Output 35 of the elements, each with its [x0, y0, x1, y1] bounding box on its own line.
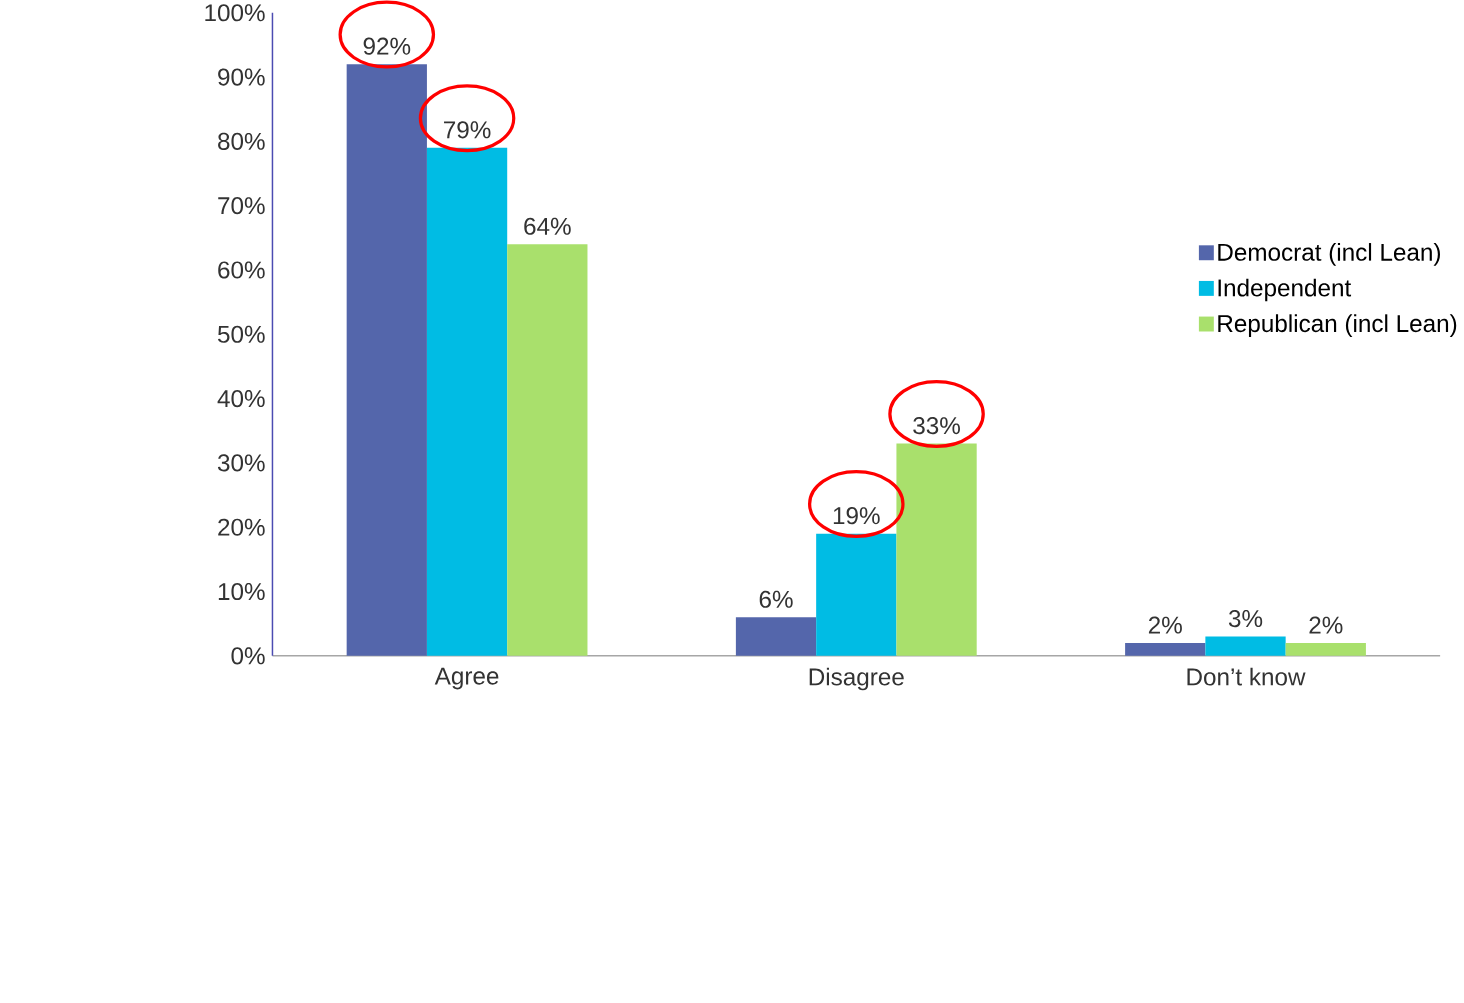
y-tick-label: 80%	[218, 132, 265, 150]
x-tick-label: Disagree	[809, 667, 904, 691]
data-label: 92%	[363, 37, 411, 55]
y-tick-label: 70%	[218, 197, 265, 215]
bar	[346, 64, 427, 656]
bar	[426, 147, 508, 656]
y-tick-label: 100%	[205, 4, 265, 22]
data-label: 2%	[1148, 616, 1182, 634]
data-label: 19%	[833, 507, 880, 525]
legend-label: Democrat (incl Lean)	[1218, 243, 1440, 266]
x-tick-label: Agree	[434, 667, 499, 690]
data-label: 79%	[444, 121, 491, 139]
x-tick-label: Don’t know	[1187, 667, 1306, 686]
y-tick-label: 60%	[218, 261, 265, 279]
bar	[507, 244, 588, 656]
bar	[1205, 636, 1286, 656]
bar	[896, 443, 977, 656]
y-tick-label: 0%	[231, 647, 265, 665]
legend-label: Independent	[1218, 278, 1352, 302]
data-label: 2%	[1309, 616, 1343, 634]
bar	[816, 533, 897, 656]
data-label: 3%	[1228, 609, 1263, 628]
y-tick-label: 20%	[218, 518, 265, 536]
data-label: 64%	[524, 217, 571, 235]
bar	[735, 617, 817, 656]
data-label: 6%	[759, 590, 793, 608]
y-tick-label: 30%	[217, 454, 265, 472]
bar	[1125, 642, 1206, 656]
y-tick-label: 10%	[218, 582, 265, 601]
y-tick-label: 40%	[217, 389, 265, 408]
y-tick-label: 90%	[218, 68, 265, 86]
legend-label: Republican (incl Lean)	[1218, 314, 1457, 337]
data-label: 33%	[913, 417, 960, 435]
bar	[1285, 642, 1366, 656]
y-tick-label: 50%	[217, 325, 265, 343]
